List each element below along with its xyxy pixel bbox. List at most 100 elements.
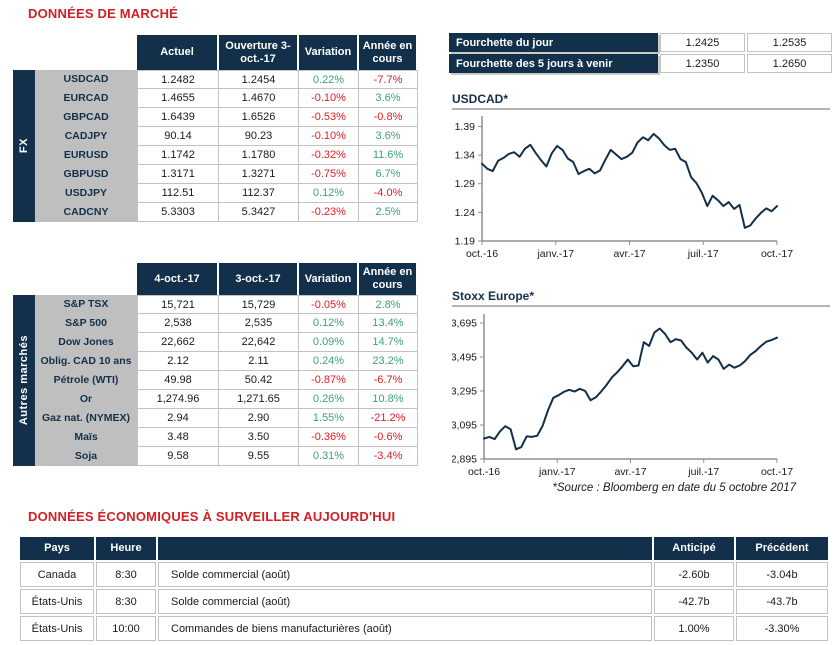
fx-value-cell: 1.4655 (137, 89, 219, 108)
fourchette-high: 1.2535 (747, 33, 832, 52)
fx-value-cell: 90.23 (219, 127, 299, 146)
fx-row-label: USDCAD (35, 70, 137, 89)
markets-table: S&P TSX 15,721 15,729 -0.05% 2.8% S&P 500 2,53… (35, 295, 418, 466)
econ-header-cell: Anticipé (654, 537, 734, 560)
markets-value-cell: 15,729 (219, 295, 299, 314)
fx-group-label: FX (18, 138, 30, 154)
usdcad-title-rule (452, 108, 830, 110)
fx-row-label: USDJPY (35, 184, 137, 203)
svg-text:oct.-17: oct.-17 (761, 466, 793, 478)
markets-value-cell: 1,274.96 (137, 390, 219, 409)
svg-text:1.39: 1.39 (455, 121, 476, 133)
markets-value-cell: 2.11 (219, 352, 299, 371)
markets-variation-cell: 0.12% (299, 314, 359, 333)
fx-variation-cell: -0.10% (299, 89, 359, 108)
markets-row-label: S&P 500 (35, 314, 137, 333)
markets-row-label: Soja (35, 447, 137, 466)
usdcad-line-chart: 1.19 1.24 1.29 1.34 1.39 oct.-16 janv.-17 avr.-… (455, 116, 793, 260)
econ-anticipated-cell: -42.7b (654, 589, 734, 614)
fx-value-cell: 90.14 (137, 127, 219, 146)
fx-header-cell: Actuel (137, 35, 217, 70)
fourchette-label: Fourchette des 5 jours à venir (449, 54, 658, 73)
markets-variation-cell: -0.05% (299, 295, 359, 314)
markets-value-cell: 49.98 (137, 371, 219, 390)
fx-group-band: FX (13, 70, 35, 222)
fx-variation-cell: -0.23% (299, 203, 359, 222)
markets-header-cell: Variation (299, 263, 357, 295)
fx-header-cell: Année en cours (359, 35, 416, 70)
svg-text:janv.-17: janv.-17 (536, 248, 574, 260)
econ-previous-cell: -3.04b (736, 562, 828, 587)
econ-country-cell: États-Unis (20, 589, 94, 614)
markets-variation-cell: 0.09% (299, 333, 359, 352)
markets-ytd-cell: -3.4% (359, 447, 418, 466)
markets-ytd-cell: 13.4% (359, 314, 418, 333)
svg-text:oct.-16: oct.-16 (466, 248, 498, 260)
svg-text:2,895: 2,895 (452, 454, 477, 466)
markets-value-cell: 9.58 (137, 447, 219, 466)
markets-variation-cell: 1.55% (299, 409, 359, 428)
markets-ytd-cell: 10.8% (359, 390, 418, 409)
fx-ytd-cell: -0.8% (359, 108, 418, 127)
svg-text:avr.-17: avr.-17 (614, 466, 646, 478)
fourchette-low: 1.2350 (660, 54, 745, 73)
econ-event-cell: Solde commercial (août) (158, 562, 652, 587)
markets-group-band: Autres marchés (13, 295, 35, 466)
svg-text:oct.-16: oct.-16 (468, 466, 500, 478)
fx-variation-cell: 0.12% (299, 184, 359, 203)
fx-variation-cell: 0.22% (299, 70, 359, 89)
fx-value-cell: 1.3171 (137, 165, 219, 184)
markets-ytd-cell: -6.7% (359, 371, 418, 390)
econ-header-cell: Précédent (736, 537, 828, 560)
svg-text:janv.-17: janv.-17 (538, 466, 576, 478)
fx-row-label: CADJPY (35, 127, 137, 146)
econ-header-cell: Heure (96, 537, 156, 560)
stoxx-line-chart: 2,895 3,095 3,295 3,495 3,695 oct.-16 janv.-17… (452, 314, 793, 478)
fx-ytd-cell: 3.6% (359, 127, 418, 146)
markets-variation-cell: 0.26% (299, 390, 359, 409)
fx-value-cell: 1.6526 (219, 108, 299, 127)
econ-event-cell: Commandes de biens manufacturières (août… (158, 616, 652, 641)
econ-country-cell: États-Unis (20, 616, 94, 641)
markets-header-cell: Année en cours (359, 263, 416, 295)
fx-value-cell: 1.1742 (137, 146, 219, 165)
fx-value-cell: 1.1780 (219, 146, 299, 165)
markets-header-cell: 4-oct.-17 (137, 263, 217, 295)
markets-row-label: Or (35, 390, 137, 409)
market-data-title: DONNÉES DE MARCHÉ (28, 6, 179, 21)
fx-ytd-cell: -4.0% (359, 184, 418, 203)
markets-row-label: Maïs (35, 428, 137, 447)
fx-ytd-cell: 11.6% (359, 146, 418, 165)
econ-time-cell: 8:30 (96, 589, 156, 614)
markets-ytd-cell: -21.2% (359, 409, 418, 428)
svg-text:juil.-17: juil.-17 (687, 466, 719, 478)
markets-value-cell: 1,271.65 (219, 390, 299, 409)
econ-header-cell: Pays (20, 537, 94, 560)
fx-value-cell: 1.3271 (219, 165, 299, 184)
svg-text:3,295: 3,295 (452, 385, 477, 397)
fx-row-label: GBPCAD (35, 108, 137, 127)
markets-value-cell: 2.94 (137, 409, 219, 428)
markets-variation-cell: -0.87% (299, 371, 359, 390)
fx-table-header: Actuel Ouverture 3-oct.-17 Variation Année … (137, 35, 416, 70)
fx-value-cell: 1.2454 (219, 70, 299, 89)
markets-value-cell: 50.42 (219, 371, 299, 390)
fx-value-cell: 112.51 (137, 184, 219, 203)
fourchette-label: Fourchette du jour (449, 33, 658, 52)
fx-table: USDCAD 1.2482 1.2454 0.22% -7.7% EURCAD 1.4655… (35, 70, 418, 222)
markets-value-cell: 22,642 (219, 333, 299, 352)
fx-header-cell: Variation (299, 35, 357, 70)
markets-ytd-cell: -0.6% (359, 428, 418, 447)
svg-text:1.34: 1.34 (455, 150, 476, 162)
fx-variation-cell: -0.10% (299, 127, 359, 146)
source-note: *Source : Bloomberg en date du 5 octobre… (552, 482, 796, 494)
markets-ytd-cell: 23.2% (359, 352, 418, 371)
svg-text:1.19: 1.19 (455, 236, 476, 248)
markets-row-label: Gaz nat. (NYMEX) (35, 409, 137, 428)
econ-time-cell: 10:00 (96, 616, 156, 641)
stoxx-chart-title: Stoxx Europe* (452, 289, 535, 303)
fx-row-label: CADCNY (35, 203, 137, 222)
stoxx-title-rule (452, 305, 830, 307)
fx-row-label: EURCAD (35, 89, 137, 108)
